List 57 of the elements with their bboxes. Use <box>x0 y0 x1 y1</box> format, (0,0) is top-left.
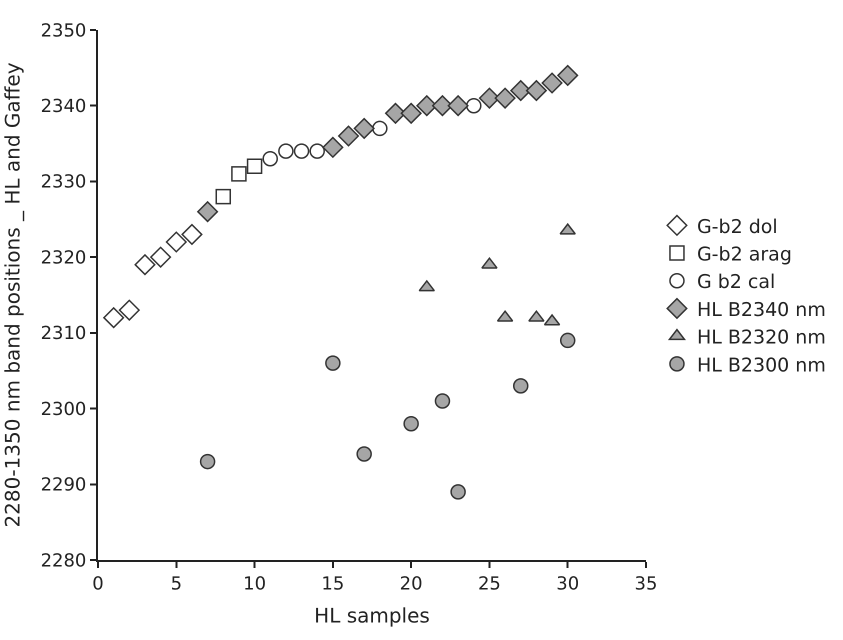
point <box>448 95 469 116</box>
legend-label: HL B2320 nm <box>696 326 826 349</box>
point <box>557 64 578 86</box>
y-tick-label: 2310 <box>40 323 86 344</box>
x-tick-label: 10 <box>243 574 266 595</box>
x-tick-label: 0 <box>92 574 104 595</box>
x-tick-label: 35 <box>634 574 658 595</box>
legend-label: HL B2300 nm <box>696 354 826 376</box>
y-tick-label: 2290 <box>40 474 86 496</box>
y-axis-title: 2280-1350 nm band positions _ HL and Gaffey <box>0 62 25 528</box>
point <box>338 126 360 146</box>
point <box>103 307 124 328</box>
point <box>181 224 202 245</box>
y-tick-label: 2350 <box>40 20 86 42</box>
point <box>278 143 294 159</box>
x-tick-label: 5 <box>170 574 182 595</box>
point <box>400 102 422 124</box>
point <box>512 378 528 394</box>
y-tick-label: 2300 <box>40 398 86 420</box>
point <box>526 80 547 102</box>
y-tick-label: 2320 <box>40 247 86 268</box>
point <box>197 201 218 222</box>
point <box>294 143 310 159</box>
point <box>322 136 344 158</box>
legend-label: G-b2 arag <box>696 243 792 266</box>
point <box>466 98 482 114</box>
point <box>118 300 140 321</box>
point <box>231 166 247 182</box>
point <box>246 158 262 174</box>
y-tick-label: 2280 <box>40 550 86 572</box>
point <box>434 393 450 409</box>
x-tick-label: 20 <box>400 574 423 595</box>
legend-label: HL B2340 nm <box>696 298 826 321</box>
point <box>262 150 278 166</box>
point <box>356 446 372 462</box>
point <box>325 355 341 371</box>
point <box>134 254 156 276</box>
x-axis-title: HL samples <box>314 604 430 628</box>
point <box>309 143 325 159</box>
x-tick-label: 15 <box>321 574 344 595</box>
point <box>403 416 419 432</box>
point <box>450 484 466 500</box>
x-tick-label: 25 <box>478 574 501 595</box>
legend-label: G-b2 dol <box>696 216 778 238</box>
y-tick-label: 2330 <box>40 172 86 193</box>
point <box>150 246 172 268</box>
point <box>494 88 516 109</box>
point <box>354 118 375 139</box>
point <box>560 332 576 348</box>
y-tick-label: 2340 <box>40 96 86 118</box>
legend-label: G b2 cal <box>696 271 776 294</box>
point <box>372 120 388 136</box>
point <box>216 188 232 204</box>
point <box>200 454 216 470</box>
x-tick-label: 30 <box>556 574 580 595</box>
point <box>542 72 563 94</box>
point <box>166 232 187 252</box>
